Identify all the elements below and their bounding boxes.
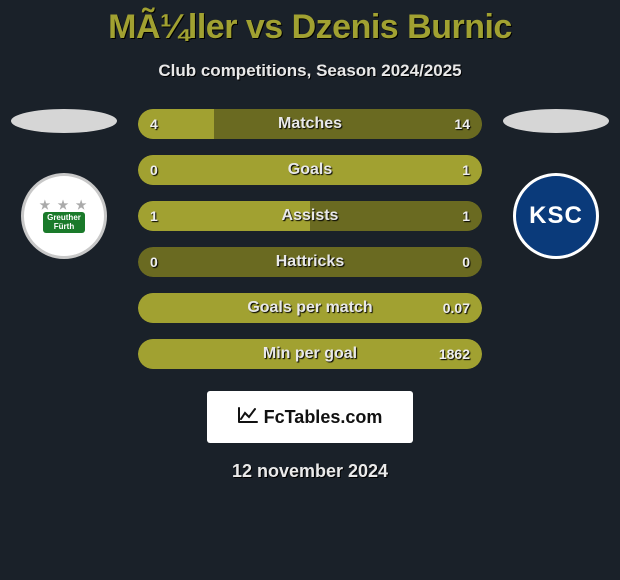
date-label: 12 november 2024 [0,461,620,482]
club-left-name: GreutherFürth [43,212,85,234]
stat-value-right: 14 [454,116,470,132]
club-logo-right: KSC [513,173,599,259]
stat-label: Goals per match [247,299,372,317]
player-right-col: KSC [496,109,616,259]
footer-badge: FcTables.com [207,391,413,443]
stat-bar-assists: Assists 1 1 [138,201,482,231]
stat-value-right: 1862 [439,346,470,362]
stat-value-left: 1 [150,208,158,224]
stat-bars: Matches414Goals01Assists11Hattricks00Goa… [138,109,482,369]
chart-icon [238,407,258,428]
club-logo-left: ★ ★ ★ GreutherFürth [21,173,107,259]
stat-bar-matches: Matches 4 14 [138,109,482,139]
footer-brand: FcTables.com [264,407,383,428]
player-left-col: ★ ★ ★ GreutherFürth [4,109,124,259]
stars-icon: ★ ★ ★ [40,199,89,212]
stat-bar-min-per-goal: Min per goal 1862 [138,339,482,369]
stat-label: Assists [282,207,339,225]
stat-bar-hattricks: Hattricks 0 0 [138,247,482,277]
stat-value-right: 0.07 [443,300,470,316]
stat-value-left: 0 [150,162,158,178]
stat-label: Min per goal [263,345,357,363]
comparison-row: ★ ★ ★ GreutherFürth Matches414Goals01Ass… [0,109,620,369]
subtitle: Club competitions, Season 2024/2025 [0,61,620,81]
player-left-ellipse [11,109,117,133]
bar-fill-right [214,109,482,139]
page-title: MÃ¼ller vs Dzenis Burnic [0,8,620,47]
player-right-ellipse [503,109,609,133]
stat-value-left: 0 [150,254,158,270]
infographic-root: MÃ¼ller vs Dzenis Burnic Club competitio… [0,0,620,482]
club-right-name: KSC [529,202,583,230]
stat-value-right: 1 [462,208,470,224]
stat-bar-goals: Goals 0 1 [138,155,482,185]
stat-label: Matches [278,115,342,133]
stat-value-left: 4 [150,116,158,132]
stat-label: Hattricks [276,253,344,271]
stat-bar-goals-per-match: Goals per match 0.07 [138,293,482,323]
stat-value-right: 0 [462,254,470,270]
stat-value-right: 1 [462,162,470,178]
stat-label: Goals [288,161,332,179]
